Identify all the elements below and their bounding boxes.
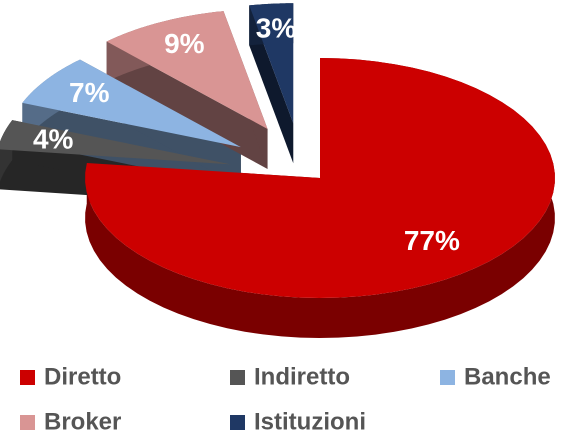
slice (85, 58, 555, 298)
slice-label: 9% (164, 28, 205, 59)
slice (0, 120, 231, 165)
legend-label: Diretto (44, 363, 121, 390)
slice-wall (106, 41, 268, 169)
legend-label: Indiretto (254, 363, 350, 390)
slice-label: 3% (256, 12, 297, 43)
legend-swatch (230, 370, 245, 385)
slice-tops (0, 3, 555, 298)
legend-swatch (440, 370, 455, 385)
slice-label: 7% (69, 77, 110, 108)
legend-swatch (230, 415, 245, 430)
slice-label: 77% (404, 225, 460, 256)
slice-label: 4% (33, 123, 74, 154)
slice-wall (249, 5, 294, 164)
legend-label: Banche (464, 363, 551, 390)
legend-label: Broker (44, 408, 121, 435)
legend-swatch (20, 370, 35, 385)
legend-swatch (20, 415, 35, 430)
slice (106, 11, 268, 129)
slice (22, 59, 241, 148)
slice (249, 3, 294, 124)
legend-label: Istituzioni (254, 408, 366, 435)
